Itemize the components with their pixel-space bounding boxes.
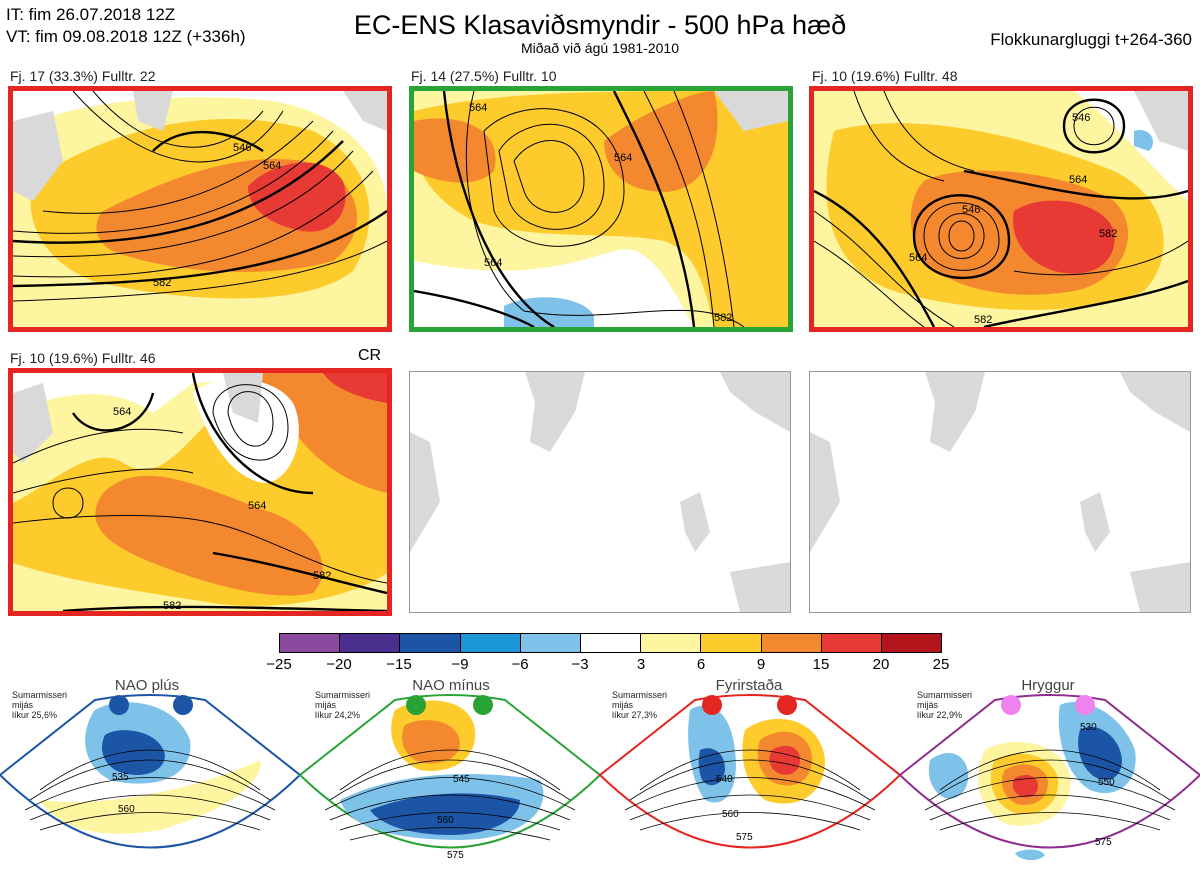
colorbar-bin xyxy=(580,634,642,652)
cluster-1-label: Fj. 17 (33.3%) Fulltr. 22 xyxy=(10,68,156,84)
page-title: EC-ENS Klasaviðsmyndir - 500 hPa hæð xyxy=(353,10,847,40)
contour-label: 564 xyxy=(263,160,281,172)
contour-label: 582 xyxy=(153,277,171,289)
regime-maps: 535 560 545 560 575 540 xyxy=(0,694,1200,861)
contour-label: 560 xyxy=(722,809,739,820)
contour-label: 582 xyxy=(974,314,992,326)
contour-label: 575 xyxy=(1095,837,1112,848)
regime-info-blocking: Sumarmisseri mijás líkur 27,3% xyxy=(612,690,668,720)
cluster-2-map: 564 564 564 582 xyxy=(409,86,793,332)
contour-label: 582 xyxy=(313,570,331,582)
cluster-1-map: 546 564 582 xyxy=(8,86,392,332)
empty-map-2 xyxy=(809,371,1191,613)
contour-label: 564 xyxy=(113,406,131,418)
regime-dot xyxy=(777,695,797,715)
regime-dot xyxy=(406,695,426,715)
regime-map-blocking: 540 560 575 xyxy=(598,694,902,849)
regime-dot xyxy=(702,695,722,715)
contour-label: 564 xyxy=(614,152,632,164)
contour-label: 564 xyxy=(484,257,502,269)
colorbar xyxy=(279,633,942,653)
colorbar-tick: 3 xyxy=(636,656,646,673)
colorbar-tick: −6 xyxy=(511,656,529,673)
colorbar-tick: 20 xyxy=(872,656,890,673)
contour-label: 564 xyxy=(248,500,266,512)
regime-map-nao-minus: 545 560 575 xyxy=(298,694,602,861)
colorbar-bin xyxy=(881,634,942,652)
cluster-4-label: Fj. 10 (19.6%) Fulltr. 46 xyxy=(10,350,156,366)
colorbar-tick: −25 xyxy=(266,656,292,673)
regime-dot xyxy=(109,695,129,715)
cr-label: CR xyxy=(358,347,382,364)
empty-map-1 xyxy=(409,371,791,613)
colorbar-bin xyxy=(280,634,341,652)
colorbar-tick: 25 xyxy=(932,656,950,673)
contour-label: 564 xyxy=(1069,174,1087,186)
regime-map-ridge: 530 550 575 xyxy=(898,694,1200,861)
colorbar-tick: −3 xyxy=(571,656,589,673)
contour-label: 530 xyxy=(1080,722,1097,733)
contour-label: 546 xyxy=(1072,112,1090,124)
regime-dot xyxy=(173,695,193,715)
colorbar-bin xyxy=(400,634,461,652)
colorbar-bin xyxy=(460,634,521,652)
cluster-window: Flokkunargluggi t+264-360 xyxy=(990,30,1192,49)
contour-label: 540 xyxy=(716,774,733,785)
regime-dot xyxy=(1001,695,1021,715)
colorbar-bin xyxy=(641,634,702,652)
contour-label: 564 xyxy=(469,102,487,114)
regime-info-ridge: Sumarmisseri mijás líkur 22,9% xyxy=(917,690,973,720)
regime-title-nao-plus: NAO plús xyxy=(114,677,180,694)
regime-title-ridge: Hryggur xyxy=(1021,677,1075,694)
colorbar-tick: −15 xyxy=(386,656,412,673)
cluster-4-map: 564 564 582 582 xyxy=(8,368,392,616)
colorbar-bin xyxy=(821,634,882,652)
contour-label: 560 xyxy=(437,815,454,826)
regime-info-nao-minus: Sumarmisseri mijás líkur 24,2% xyxy=(315,690,371,720)
colorbar-bin xyxy=(340,634,401,652)
contour-label: 582 xyxy=(163,600,181,611)
colorbar-bin xyxy=(701,634,762,652)
contour-label: 564 xyxy=(909,252,927,264)
cluster-2-label: Fj. 14 (27.5%) Fulltr. 10 xyxy=(411,68,557,84)
regime-map-nao-plus: 535 560 xyxy=(0,694,302,849)
contour-label: 582 xyxy=(714,312,732,324)
contour-label: 560 xyxy=(118,804,135,815)
regime-info-nao-plus: Sumarmisseri mijás líkur 25,6% xyxy=(12,690,68,720)
contour-label: 546 xyxy=(233,142,251,154)
contour-label: 546 xyxy=(962,204,980,216)
contour-label: 575 xyxy=(736,832,753,843)
cluster-3-label: Fj. 10 (19.6%) Fulltr. 48 xyxy=(812,68,958,84)
colorbar-tick: 15 xyxy=(812,656,830,673)
contour-label: 545 xyxy=(453,774,470,785)
regime-dot xyxy=(1075,695,1095,715)
colorbar-bin xyxy=(761,634,822,652)
page-subtitle: Miðað við ágú 1981-2010 xyxy=(520,40,679,56)
valid-time: VT: fim 09.08.2018 12Z (+336h) xyxy=(6,27,246,46)
contour-label: 550 xyxy=(1098,777,1115,788)
contour-label: 575 xyxy=(447,850,464,861)
cluster-3-map: 546 564 546 582 564 582 xyxy=(809,86,1193,332)
colorbar-tick: −9 xyxy=(451,656,469,673)
contour-label: 535 xyxy=(112,772,129,783)
colorbar-tick: 6 xyxy=(696,656,706,673)
colorbar-tick: 9 xyxy=(756,656,766,673)
regime-dot xyxy=(473,695,493,715)
initial-time: IT: fim 26.07.2018 12Z xyxy=(6,5,176,24)
contour-label: 582 xyxy=(1099,228,1117,240)
regime-title-blocking: Fyrirstaða xyxy=(715,677,783,694)
colorbar-tick: −20 xyxy=(326,656,352,673)
header-times: IT: fim 26.07.2018 12Z VT: fim 09.08.201… xyxy=(6,4,246,48)
colorbar-bin xyxy=(520,634,581,652)
regime-title-nao-minus: NAO mínus xyxy=(412,677,490,694)
